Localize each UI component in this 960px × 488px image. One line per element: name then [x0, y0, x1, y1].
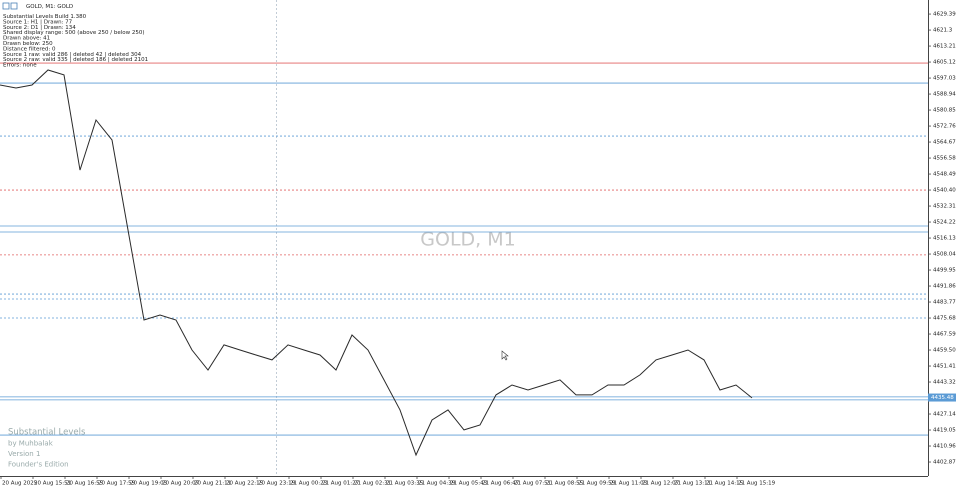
branding-line: Founder's Edition — [8, 461, 69, 469]
y-tick-label: 4605.12 — [933, 60, 956, 66]
info-line: Source 2 raw: valid 335 | deleted 186 | … — [3, 57, 148, 63]
x-tick-label: 21 Aug 07:51 — [514, 481, 551, 487]
x-tick-label: 20 Aug 20:07 — [162, 481, 200, 487]
info-line: Drawn below: 250 — [3, 41, 53, 47]
y-tick-label: 4540.40 — [933, 188, 956, 194]
y-tick-label: 4613.21 — [933, 44, 956, 50]
x-tick-label: 21 Aug 09:59 — [578, 481, 616, 487]
chart-icon — [10, 2, 18, 10]
y-tick-label: 4572.76 — [933, 124, 956, 130]
price-line — [0, 69, 753, 457]
y-tick-label: 4483.77 — [933, 300, 956, 306]
x-tick-label: 20 Aug 16:55 — [66, 481, 104, 487]
y-tick-label: 4508.04 — [933, 252, 956, 258]
x-tick-label: 21 Aug 08:55 — [546, 481, 584, 487]
info-line: Shared display range: 500 (above 250 / b… — [3, 30, 145, 36]
x-tick-label: 21 Aug 05:43 — [450, 481, 488, 487]
y-tick-label: 4467.59 — [933, 332, 956, 338]
current-price-label: 4435.48 — [931, 395, 954, 401]
y-tick-label: 4532.31 — [933, 204, 956, 210]
branding-line: Version 1 — [8, 450, 40, 458]
y-tick-label: 4556.58 — [933, 156, 956, 162]
y-tick-label: 4597.03 — [933, 76, 956, 82]
current-price-box — [928, 393, 956, 402]
y-tick-label: 4564.67 — [933, 140, 956, 146]
y-tick-label: 4588.94 — [933, 92, 956, 98]
y-tick-label: 4419.05 — [933, 428, 956, 434]
x-tick-label: 20 Aug 23:19 — [258, 481, 296, 487]
info-line: Source 1: H1 | Drawn: 77 — [3, 19, 73, 25]
y-tick-label: 4499.95 — [933, 268, 956, 274]
y-tick-label: 4443.32 — [933, 380, 956, 386]
y-tick-label: 4516.13 — [933, 236, 956, 242]
y-tick-label: 4475.68 — [933, 316, 956, 322]
x-tick-label: 20 Aug 17:59 — [98, 481, 136, 487]
info-line: Drawn above: 41 — [3, 36, 50, 42]
chart-title: GOLD, M1: GOLD — [26, 4, 73, 10]
x-tick-label: 20 Aug 15:51 — [34, 481, 71, 487]
x-tick-label: 21 Aug 00:23 — [290, 481, 328, 487]
y-tick-label: 4621.3 — [933, 28, 953, 34]
x-tick-label: 21 Aug 14:15 — [706, 481, 744, 487]
info-line: Source 2: D1 | Drawn: 134 — [3, 25, 76, 31]
watermark: GOLD, M1 — [420, 229, 515, 251]
info-line: Errors: none — [3, 63, 37, 69]
y-tick-label: 4410.96 — [933, 444, 956, 450]
y-tick-label: 4629.39 — [933, 12, 956, 18]
y-tick-label: 4451.41 — [933, 364, 956, 370]
x-tick-label: 20 Aug 21:11 — [194, 481, 231, 487]
x-tick-label: 21 Aug 01:27 — [322, 481, 360, 487]
x-tick-label: 21 Aug 12:07 — [642, 481, 680, 487]
branding-line: by Muhbalak — [8, 440, 54, 448]
x-tick-label: 21 Aug 06:47 — [482, 481, 520, 487]
x-tick-label: 20 Aug 22:15 — [226, 481, 264, 487]
x-tick-label: 21 Aug 11:03 — [610, 481, 648, 487]
y-tick-label: 4427.14 — [933, 412, 956, 418]
info-line: Source 1 raw: valid 286 | deleted 42 | d… — [3, 52, 142, 58]
x-tick-label: 20 Aug 19:03 — [130, 481, 168, 487]
y-tick-label: 4491.86 — [933, 284, 956, 290]
branding-line: Substantial Levels — [8, 428, 86, 438]
y-tick-label: 4402.87 — [933, 460, 956, 466]
x-tick-label: 21 Aug 13:11 — [674, 481, 711, 487]
y-tick-label: 4548.49 — [933, 172, 956, 178]
x-tick-label: 21 Aug 03:35 — [386, 481, 424, 487]
y-tick-label: 4524.22 — [933, 220, 956, 226]
x-tick-label: 20 Aug 2025 — [2, 481, 38, 487]
chart-icon — [2, 2, 10, 10]
x-tick-label: 21 Aug 04:39 — [418, 481, 456, 487]
mouse-cursor — [501, 350, 509, 361]
x-tick-label: 21 Aug 15:19 — [738, 481, 776, 487]
x-tick-label: 21 Aug 02:31 — [354, 481, 391, 487]
info-line: Distance filtered: 0 — [3, 46, 56, 52]
y-tick-label: 4459.50 — [933, 348, 956, 354]
info-line: Substantial Levels Build 1.380 — [3, 14, 87, 20]
y-tick-label: 4580.85 — [933, 108, 956, 114]
